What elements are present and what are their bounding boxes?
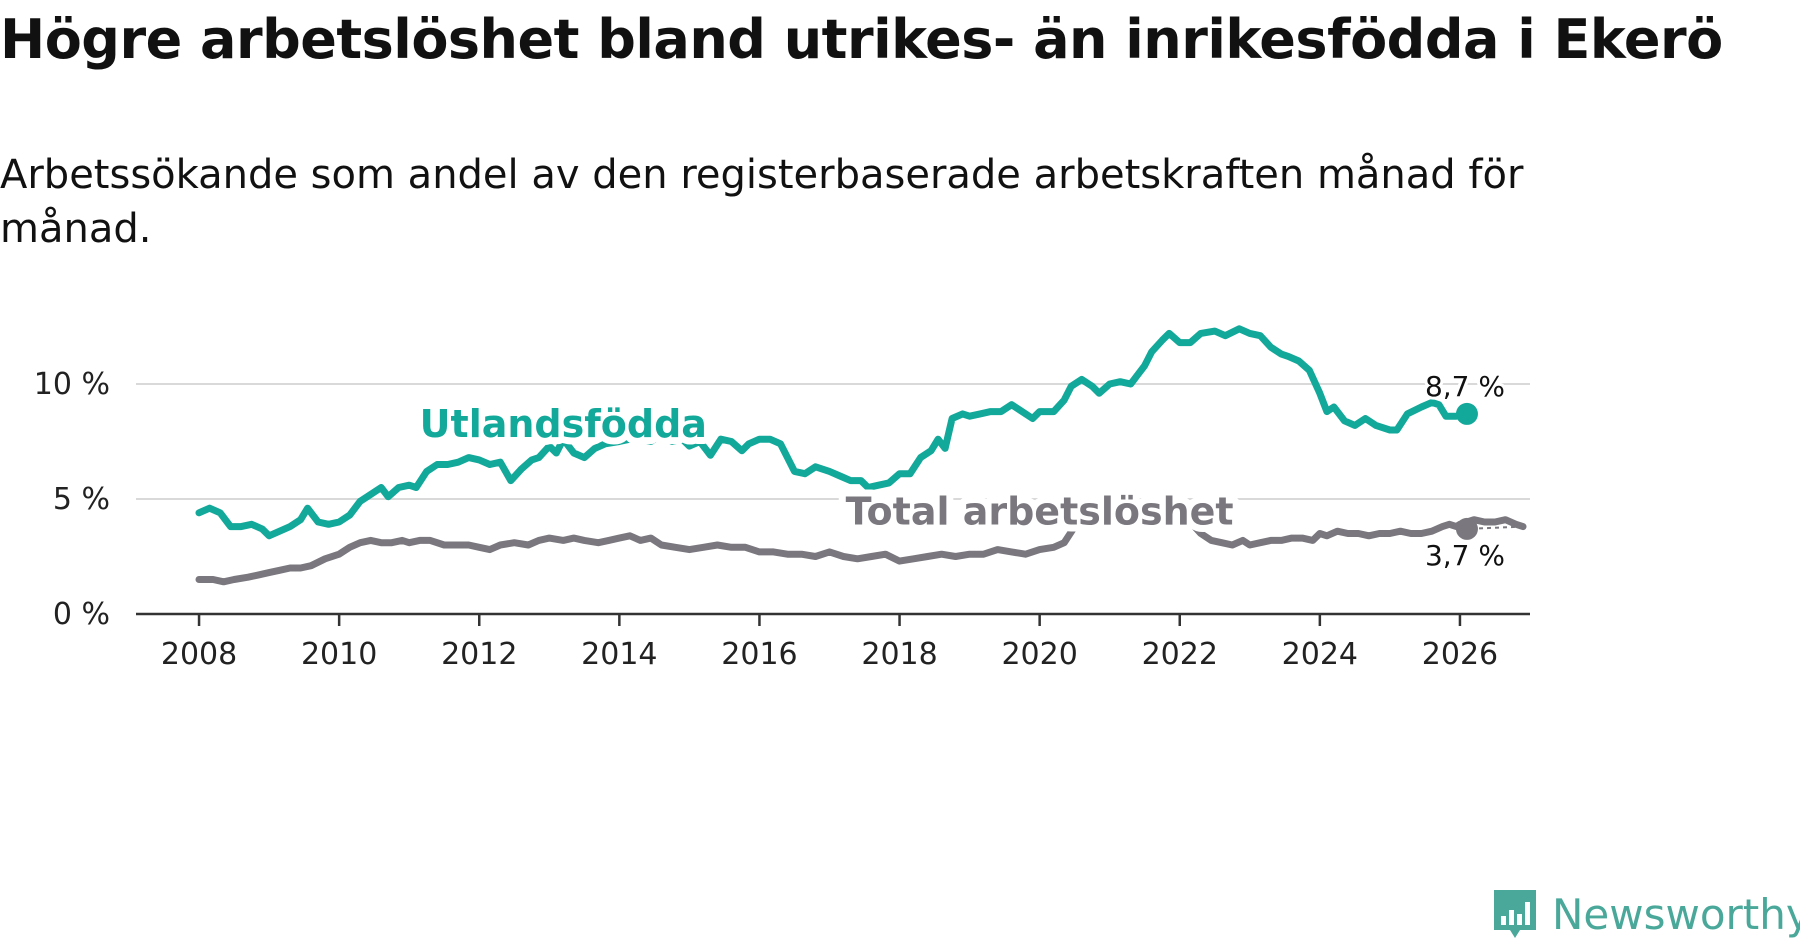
series-line-utlandsfodda xyxy=(195,325,1460,540)
x-tick-label: 2012 xyxy=(441,637,517,672)
chart-title: Högre arbetslöshet bland utrikes- än inr… xyxy=(0,8,1723,71)
x-tick-label: 2026 xyxy=(1422,637,1498,672)
x-tick-label: 2024 xyxy=(1282,637,1358,672)
newsworthy-logo: Newsworthy xyxy=(1490,886,1800,942)
x-tick-label: 2018 xyxy=(861,637,937,672)
end-value-label: 3,7 % xyxy=(1425,539,1505,572)
y-tick-label: 0 % xyxy=(53,597,110,632)
x-tick-label: 2008 xyxy=(161,637,237,672)
x-tick-label: 2022 xyxy=(1142,637,1218,672)
brand-name: Newsworthy xyxy=(1552,889,1800,939)
series-label: Total arbetslöshet xyxy=(846,489,1234,533)
y-tick-label: 10 % xyxy=(34,367,110,402)
end-connector xyxy=(1466,525,1524,530)
end-point-marker xyxy=(1455,517,1478,540)
y-tick-label: 5 % xyxy=(53,482,110,517)
x-tick-label: 2020 xyxy=(1001,637,1077,672)
end-point-marker xyxy=(1455,402,1478,425)
series-label: Utlandsfödda xyxy=(420,402,707,446)
chart-subtitle: Arbetssökande som andel av den registerb… xyxy=(0,152,1524,252)
x-tick-label: 2016 xyxy=(721,637,797,672)
x-tick-label: 2010 xyxy=(301,637,377,672)
series-line-total xyxy=(195,495,1527,586)
newsworthy-logo-icon xyxy=(1494,890,1536,938)
end-value-label: 8,7 % xyxy=(1425,370,1505,403)
x-tick-label: 2014 xyxy=(581,637,657,672)
